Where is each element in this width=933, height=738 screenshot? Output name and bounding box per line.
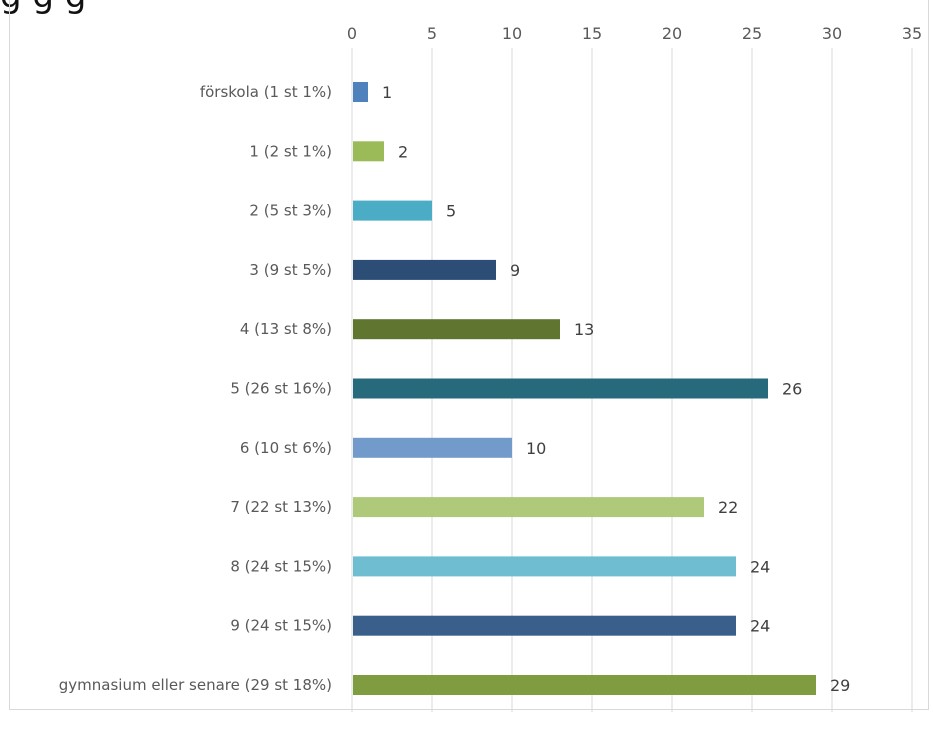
data-labels: 1 2 5 9 13 26 10 22 24 24 29 [382, 83, 850, 695]
x-tick-label-15: 15 [582, 24, 602, 43]
x-tick-label-25: 25 [742, 24, 762, 43]
data-label-7: 22 [718, 498, 738, 517]
bar-2 [353, 200, 432, 221]
data-label-0: 1 [382, 83, 392, 102]
data-label-2: 5 [446, 202, 456, 221]
x-tick-label-5: 5 [427, 24, 437, 43]
bar-10 [353, 675, 816, 695]
category-labels: förskola (1 st 1%) 1 (2 st 1%) 2 (5 st 3%)… [59, 83, 332, 694]
data-label-6: 10 [526, 439, 546, 458]
x-tick-label-30: 30 [822, 24, 842, 43]
bar-1 [353, 141, 384, 162]
category-label-2: 2 (5 st 3%) [249, 202, 332, 220]
data-label-10: 29 [830, 676, 850, 695]
data-label-4: 13 [574, 320, 594, 339]
category-label-5: 5 (26 st 16%) [230, 380, 332, 398]
data-label-5: 26 [782, 380, 802, 399]
category-label-4: 4 (13 st 8%) [240, 320, 332, 338]
x-tick-label-20: 20 [662, 24, 682, 43]
data-label-1: 2 [398, 142, 408, 161]
category-label-3: 3 (9 st 5%) [249, 261, 332, 279]
category-label-8: 8 (24 st 15%) [230, 557, 332, 575]
data-label-3: 9 [510, 261, 520, 280]
bar-8 [353, 556, 736, 577]
bars [353, 82, 816, 695]
bar-7 [353, 497, 704, 518]
bar-4 [353, 319, 560, 340]
chart-title-fragment: g g g [0, 0, 86, 16]
x-tick-label-0: 0 [347, 24, 357, 43]
chart-frame [9, 0, 929, 710]
data-label-8: 24 [750, 557, 770, 576]
category-label-1: 1 (2 st 1%) [249, 142, 332, 160]
bar-6 [353, 437, 512, 458]
x-tick-label-10: 10 [502, 24, 522, 43]
bar-0 [353, 82, 368, 102]
bar-3 [353, 259, 496, 280]
category-label-7: 7 (22 st 13%) [230, 498, 332, 516]
bar-5 [353, 378, 768, 399]
x-tick-labels: 0 5 10 15 20 25 30 35 [347, 24, 922, 43]
x-tick-label-35: 35 [902, 24, 922, 43]
data-label-9: 24 [750, 617, 770, 636]
category-label-6: 6 (10 st 6%) [240, 439, 332, 457]
category-label-10: gymnasium eller senare (29 st 18%) [59, 676, 332, 694]
category-label-9: 9 (24 st 15%) [230, 617, 332, 635]
category-label-0: förskola (1 st 1%) [200, 83, 332, 101]
bar-9 [353, 615, 736, 636]
